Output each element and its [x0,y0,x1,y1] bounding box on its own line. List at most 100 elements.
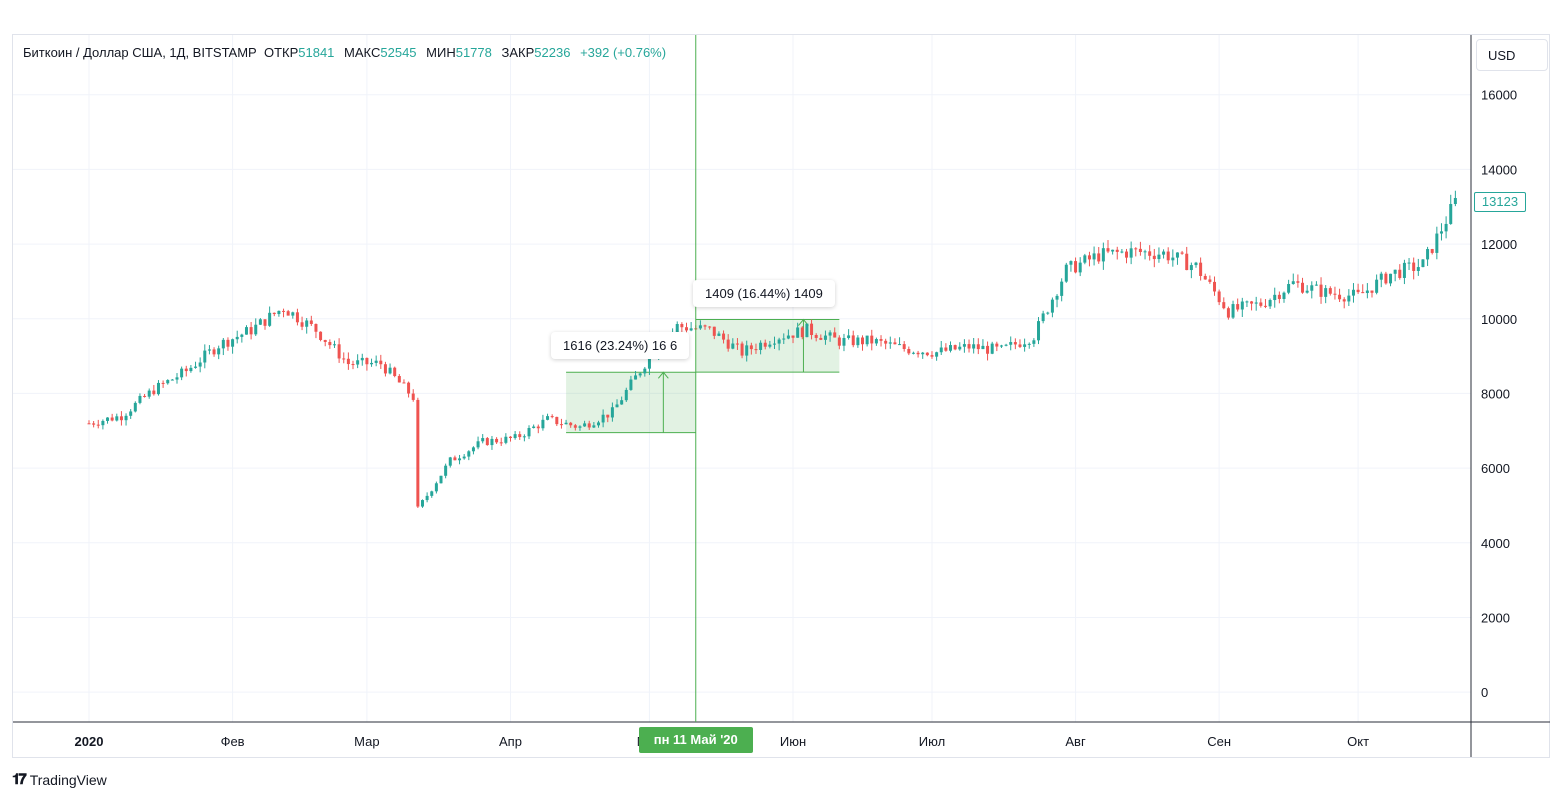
candle-body [129,411,133,416]
candle-body [360,357,364,361]
candle-body [856,337,860,346]
candle-body [726,339,730,349]
candle-body [453,457,457,461]
candle-body [759,342,763,350]
candle-body [893,342,897,345]
candle-body [522,436,526,438]
x-tick-label: Мар [354,734,379,749]
candle-body [1222,302,1226,309]
candle-body [569,422,573,426]
currency-button[interactable]: USD [1476,39,1548,71]
candle-body [170,379,174,381]
candle-body [606,414,610,418]
candle-body [156,382,160,395]
candle-body [1453,197,1457,205]
candle-body [508,436,512,439]
candle-body [536,426,540,429]
candle-body [1129,248,1133,258]
candle-body [684,327,688,331]
candle-body [370,362,374,365]
candle-body [555,416,559,425]
candle-body [319,331,323,340]
candle-body [342,358,346,360]
candle-body [647,357,651,369]
candle-body [490,438,494,446]
chart-frame[interactable] [12,34,1550,758]
candle-body [305,320,309,327]
candle-body [745,345,749,356]
candle-body [638,373,642,376]
candle-body [1263,305,1267,307]
candle-body [1426,249,1430,260]
candle-body [458,458,462,461]
candle-body [1439,231,1443,234]
candle-body [1444,223,1448,232]
candle-body [749,345,753,350]
y-tick-label: 8000 [1481,386,1510,401]
candle-body [1004,344,1008,346]
candle-body [1305,290,1309,293]
candle-body [1189,265,1193,271]
candle-body [180,368,184,378]
candle-body [411,393,415,400]
candle-body [911,352,915,354]
candle-body [902,344,906,350]
candle-body [207,349,211,351]
candle-body [698,325,702,329]
candle-body [643,368,647,374]
candle-body [379,360,383,365]
candle-body [328,341,332,346]
candle-body [1416,267,1420,271]
candle-body [356,360,360,365]
candle-body [777,339,781,344]
candle-body [1245,301,1249,303]
candle-body [546,416,550,420]
y-tick-label: 10000 [1481,312,1517,327]
candle-body [810,323,814,336]
crosshair-date-label: пн 11 Май '20 [638,727,753,753]
candle-body [184,368,188,372]
candle-body [861,337,865,345]
tradingview-logo[interactable]: 𝟏𝟕 TradingView [12,771,107,788]
candle-body [1291,281,1295,285]
candle-body [851,335,855,346]
candle-body [1134,248,1138,250]
candle-body [1277,294,1281,299]
candle-body [601,414,605,423]
candle-body [226,339,230,347]
candle-body [828,332,832,336]
candle-body [916,352,920,355]
candle-body [231,339,235,347]
candle-body [1435,233,1439,253]
candle-body [212,349,216,355]
candle-body [1333,293,1337,295]
candle-body [217,348,221,355]
candle-body [282,310,286,312]
candle-body [1009,342,1013,345]
candle-body [1250,301,1254,304]
y-tick-label: 0 [1481,685,1488,700]
candle-body [402,382,406,384]
candle-body [1162,251,1166,255]
legend-high-label: МАКС [344,45,381,60]
candle-body [143,395,147,397]
candle-body [393,367,397,377]
candle-body [842,337,846,346]
candle-body [518,434,522,438]
candle-body [138,395,142,403]
candle-body [1314,284,1318,286]
legend-close-value: 52236 [534,45,571,60]
candle-body [1175,252,1179,258]
candle-body [434,483,438,492]
candle-body [814,335,818,338]
candle-body [1032,340,1036,344]
candle-body [1356,289,1360,293]
candle-body [1013,342,1017,345]
x-tick-label: Июл [919,734,945,749]
candle-body [1412,262,1416,271]
candle-body [1143,251,1147,253]
candle-body [703,325,707,327]
candle-body [1375,279,1379,293]
candle-body [620,400,624,405]
